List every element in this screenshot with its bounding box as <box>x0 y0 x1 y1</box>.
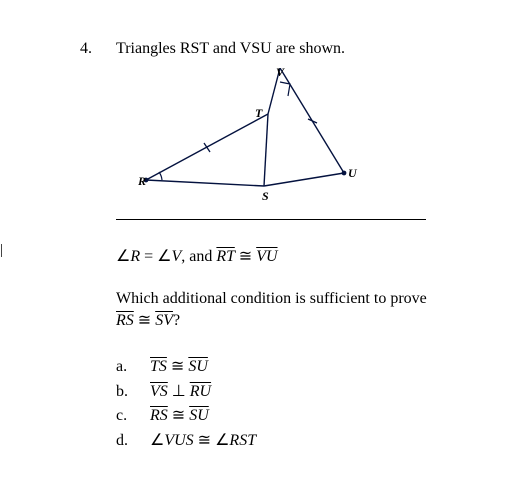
option-content: TS ≅ SU <box>150 355 208 380</box>
angle-v: V <box>172 248 182 265</box>
segment-vu: VU <box>256 248 277 265</box>
angle-left: VUS <box>164 432 193 449</box>
svg-text:R: R <box>137 174 146 188</box>
option-content: RS ≅ SU <box>150 404 209 429</box>
segment-left: VS <box>150 383 168 400</box>
question-container: 4. Triangles RST and VSU are shown. <box>0 0 508 486</box>
option-letter: c. <box>116 404 132 429</box>
segment-right: SU <box>188 358 208 375</box>
svg-text:S: S <box>262 189 269 203</box>
segment-right: SU <box>189 407 209 424</box>
option-letter: b. <box>116 380 132 405</box>
option-letter: a. <box>116 355 132 380</box>
congruent-glyph: ≅ <box>172 407 185 424</box>
congruent-glyph: ≅ <box>239 248 252 265</box>
question-stem: Triangles RST and VSU are shown. <box>116 40 448 58</box>
question-number: 4. <box>80 40 98 454</box>
answer-options: a. TS ≅ SU b. VS ⊥ RU c. <box>116 355 448 454</box>
segment-left: RS <box>150 407 168 424</box>
svg-text:T: T <box>255 106 263 120</box>
segment-rt: RT <box>216 248 234 265</box>
angle-r: R <box>130 248 140 265</box>
option-c: c. RS ≅ SU <box>116 404 448 429</box>
option-d: d. ∠VUS ≅ ∠RST <box>116 429 448 454</box>
segment-rs: RS <box>116 312 134 329</box>
question-body: Triangles RST and VSU are shown. <box>116 40 448 454</box>
svg-text:U: U <box>348 166 358 180</box>
text-cursor: | <box>0 242 3 259</box>
option-b: b. VS ⊥ RU <box>116 380 448 405</box>
figure-divider <box>116 219 426 220</box>
angle-glyph: ∠ <box>150 432 164 449</box>
angle-glyph: ∠ <box>215 432 229 449</box>
prompt-prefix: Which additional condition is sufficient… <box>116 290 427 307</box>
question-prompt: Which additional condition is sufficient… <box>116 288 448 333</box>
angle-right: RST <box>229 432 256 449</box>
given-statement: ∠R = ∠V, and RT ≅ VU <box>116 246 448 266</box>
equals-glyph: = <box>144 248 153 265</box>
option-a: a. TS ≅ SU <box>116 355 448 380</box>
option-content: ∠VUS ≅ ∠RST <box>150 429 256 454</box>
prompt-suffix: ? <box>173 312 180 329</box>
angle-glyph: ∠ <box>157 248 171 265</box>
congruent-glyph: ≅ <box>138 312 151 329</box>
angle-glyph: ∠ <box>116 248 130 265</box>
and-text: , and <box>181 248 216 265</box>
svg-text:V: V <box>276 68 285 79</box>
congruent-glyph: ≅ <box>198 432 211 449</box>
triangle-figure: R S U V T <box>116 68 448 213</box>
perp-glyph: ⊥ <box>172 383 186 400</box>
option-content: VS ⊥ RU <box>150 380 211 405</box>
segment-left: TS <box>150 358 167 375</box>
segment-sv: SV <box>155 312 173 329</box>
option-letter: d. <box>116 429 132 454</box>
segment-right: RU <box>190 383 211 400</box>
congruent-glyph: ≅ <box>171 358 184 375</box>
triangle-svg: R S U V T <box>116 68 406 213</box>
